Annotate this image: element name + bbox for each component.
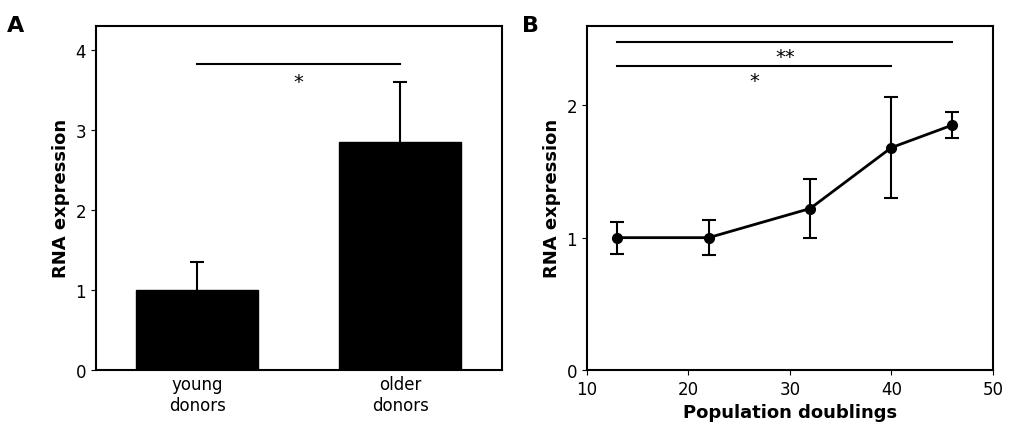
Text: *: *	[293, 73, 304, 92]
Text: A: A	[6, 17, 23, 36]
Bar	[137, 290, 258, 370]
X-axis label: Population doublings: Population doublings	[682, 403, 896, 421]
Text: B: B	[522, 17, 538, 36]
Text: **: **	[774, 48, 794, 67]
Y-axis label: RNA expression: RNA expression	[52, 119, 69, 278]
Text: *: *	[749, 72, 758, 91]
Bar	[339, 142, 461, 370]
Y-axis label: RNA expression: RNA expression	[542, 119, 560, 278]
